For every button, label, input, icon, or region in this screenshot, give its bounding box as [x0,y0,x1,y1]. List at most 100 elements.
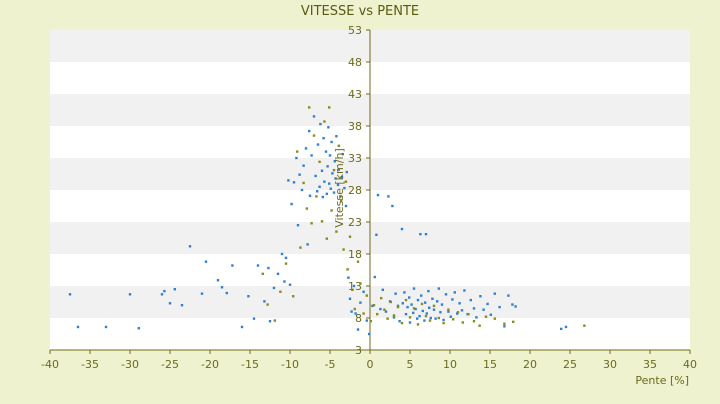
y-tick-labels: 38131823283338434853 [348,24,362,357]
data-point-blue [347,276,350,279]
data-point-blue [560,327,563,331]
data-point-blue [416,317,419,320]
data-point-blue [440,303,444,306]
data-point-blue [312,115,316,118]
data-point-blue [412,287,416,290]
data-point-blue [498,305,501,309]
data-point-olive [416,323,420,326]
data-point-blue [381,288,384,292]
data-point-olive [424,314,428,318]
data-point-blue [418,314,421,318]
y-axis-title: Vitesse [km/h] [333,148,346,228]
x-tick-label: 10 [443,358,457,371]
data-point-blue [334,177,337,180]
data-point-blue [327,126,330,129]
x-tick-label: 40 [683,358,697,371]
data-point-olive [362,312,365,315]
data-point-blue [267,266,270,270]
data-point-blue [308,194,312,197]
data-point-blue [272,286,276,290]
data-point-olive [299,246,302,249]
data-point-blue [511,303,514,306]
data-point-blue [331,172,334,175]
data-point-blue [216,279,220,282]
data-point-blue [427,289,430,293]
data-point-olive [346,268,349,271]
data-point-blue [514,305,517,308]
data-point-blue [365,319,368,322]
data-point-blue [432,308,436,311]
data-point-blue [350,310,353,313]
data-point-blue [507,294,510,297]
data-point-blue [316,190,319,193]
data-point-blue [128,293,132,296]
y-tick-label: 3 [355,344,362,357]
data-point-blue [362,290,365,293]
data-point-olive [404,298,408,302]
chart-title: VITESSE vs PENTE [301,4,419,19]
data-point-blue [168,302,172,305]
data-point-olive [356,260,360,263]
x-tick-labels: -40 -35 -30 -25 -20 -15 -10 -5 0 5 10 15 20 25 30 35 40 [41,358,697,371]
data-point-blue [412,311,415,315]
data-point-blue [322,136,325,140]
data-point-blue [414,307,417,311]
data-point-blue [225,291,228,295]
data-point-blue [437,287,440,290]
data-point-olive [503,322,506,325]
x-tick-label: 20 [523,358,537,371]
data-point-olive [478,324,481,327]
data-point-olive [412,307,416,310]
x-tick-label: -35 [81,358,99,371]
data-point-olive [472,320,476,323]
data-point-blue [475,316,478,319]
data-point-blue [392,316,396,319]
data-point-blue [341,152,344,156]
data-point-olive [296,150,299,153]
data-point-blue [425,312,428,315]
x-tick-label: -15 [241,358,259,371]
data-point-olive [284,262,288,265]
data-point-olive [467,312,470,316]
data-point-blue [163,289,166,293]
data-point-blue [329,187,332,190]
data-point-blue [276,272,280,276]
data-point-olive [305,207,308,210]
data-point-olive [344,180,348,183]
x-tick-label: -20 [201,358,219,371]
data-point-blue [304,147,308,150]
data-point-blue [343,186,346,190]
data-point-blue [76,325,80,329]
data-point-olive [365,294,368,297]
data-point-blue [348,297,352,300]
data-point-blue [371,304,374,308]
data-point-olive [261,272,264,276]
data-point-blue [431,297,434,300]
data-point-blue [318,185,321,188]
data-point-blue [137,327,140,330]
data-point-blue [333,160,336,163]
data-point-blue [436,300,439,303]
x-tick-label: -40 [41,358,59,371]
data-point-blue [324,150,328,153]
data-point-olive [380,296,383,300]
x-tick-label: 0 [367,358,374,371]
data-point-blue [220,286,224,289]
data-point-blue [268,320,272,323]
data-point-blue [406,305,409,309]
data-point-blue [479,295,482,298]
data-point-olive [396,305,400,309]
y-tick-label: 18 [348,248,362,261]
data-point-olive [369,320,372,323]
data-point-blue [419,232,422,236]
data-point-blue [439,311,442,314]
data-point-blue [332,191,336,194]
data-point-olive [353,307,356,311]
data-point-blue [256,264,260,267]
data-point-blue [493,292,496,295]
data-point-blue [287,179,290,182]
y-tick-label: 23 [348,216,362,229]
data-point-blue [340,176,344,179]
data-point-blue [420,294,423,297]
